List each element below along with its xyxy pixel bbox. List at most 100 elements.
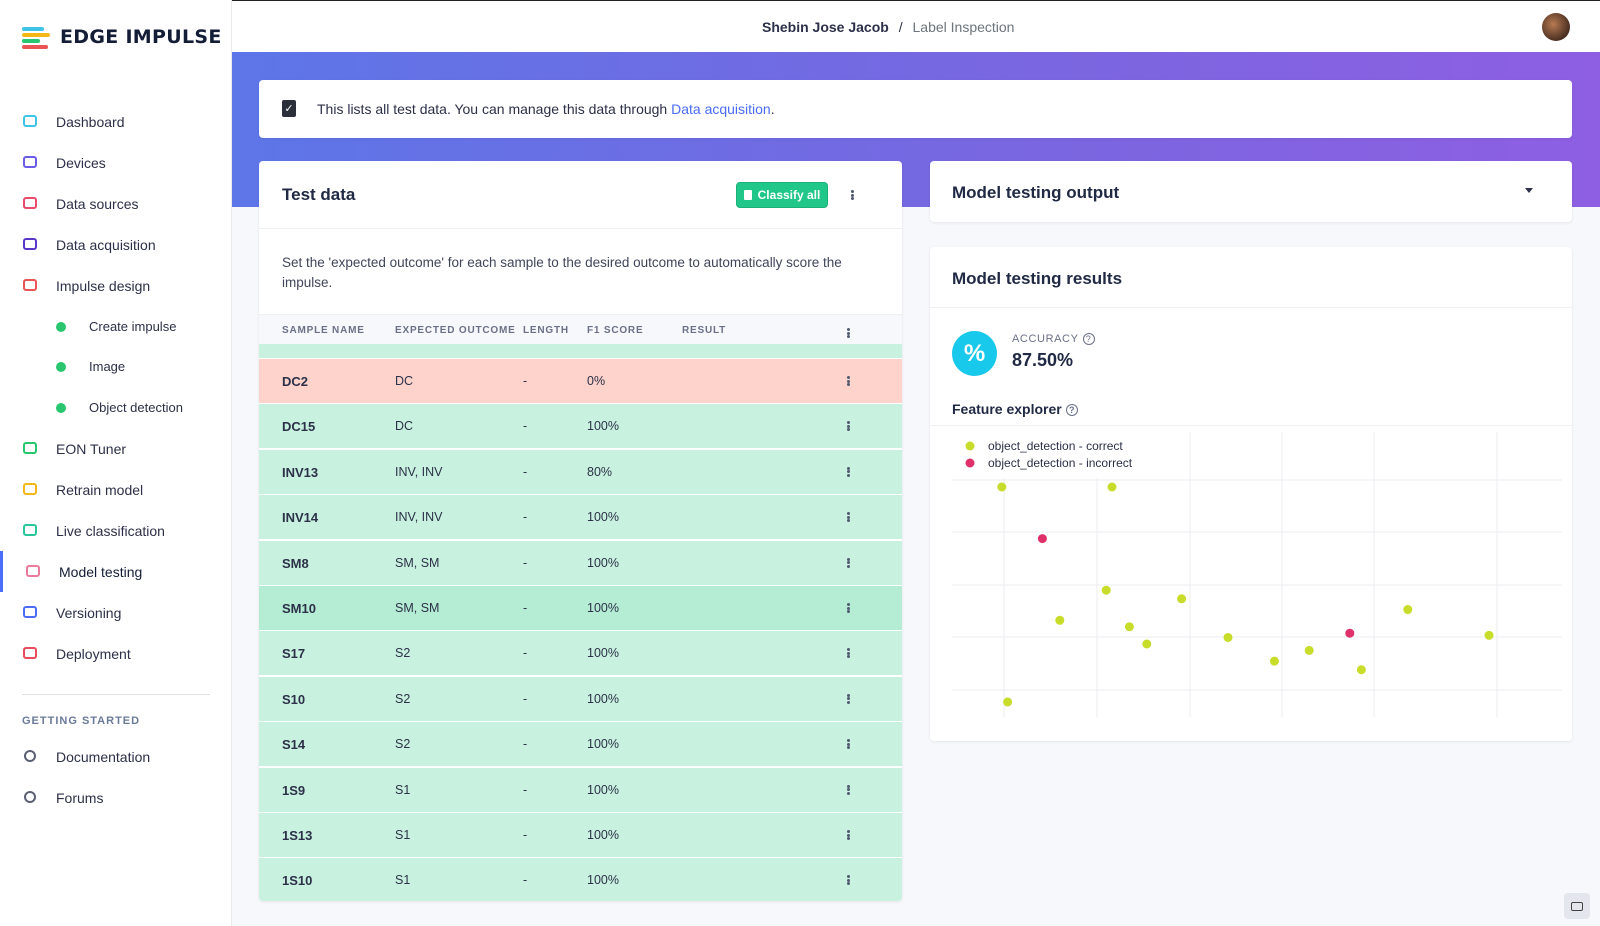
feedback-icon[interactable] xyxy=(1564,893,1590,919)
test-data-menu-icon[interactable] xyxy=(846,187,858,203)
classify-all-button[interactable]: Classify all xyxy=(736,182,828,208)
scatter-point[interactable] xyxy=(1107,482,1117,492)
sidebar-item-retrain-model[interactable]: Retrain model xyxy=(0,469,231,510)
sidebar-item-dashboard[interactable]: Dashboard xyxy=(0,101,231,142)
col-expected-outcome[interactable]: EXPECTED OUTCOME xyxy=(395,325,516,336)
row-menu-icon[interactable] xyxy=(842,827,854,843)
scatter-point[interactable] xyxy=(1124,622,1134,632)
avatar[interactable] xyxy=(1542,13,1570,41)
table-row[interactable]: SM8 SM, SM - 100% xyxy=(259,539,902,585)
top-bar: Shebin Jose Jacob / Label Inspection xyxy=(232,0,1600,52)
scatter-point[interactable] xyxy=(1037,534,1047,544)
row-menu-icon[interactable] xyxy=(842,736,854,752)
sample-name[interactable]: INV14 xyxy=(282,510,319,526)
table-row[interactable]: 1S9 S1 - 100% xyxy=(259,766,902,812)
scatter-point[interactable] xyxy=(1003,697,1013,707)
brand-name: EDGE IMPULSE xyxy=(60,26,222,48)
table-row[interactable]: 1S13 S1 - 100% xyxy=(259,812,902,857)
sidebar-item-impulse-design[interactable]: Impulse design xyxy=(0,265,231,306)
sidebar-item-object-detection[interactable]: Object detection xyxy=(0,387,231,428)
sidebar-item-data-sources[interactable]: Data sources xyxy=(0,183,231,224)
help-icon[interactable]: ? xyxy=(1082,333,1095,346)
scatter-point[interactable] xyxy=(997,482,1007,492)
sidebar-item-devices[interactable]: Devices xyxy=(0,142,231,183)
row-menu-icon[interactable] xyxy=(842,782,854,798)
chevron-down-icon[interactable] xyxy=(1525,188,1533,193)
breadcrumb-user[interactable]: Shebin Jose Jacob xyxy=(762,19,889,35)
scatter-point[interactable] xyxy=(1055,615,1065,625)
sidebar-item-documentation[interactable]: Documentation xyxy=(0,736,231,777)
sidebar-item-deployment[interactable]: Deployment xyxy=(0,633,231,674)
row-menu-icon[interactable] xyxy=(842,600,854,616)
sample-name[interactable]: SM10 xyxy=(282,601,316,616)
table-row[interactable]: S17 S2 - 100% xyxy=(259,630,902,676)
pulse-icon xyxy=(22,277,38,293)
table-row[interactable]: DC15 DC - 100% xyxy=(259,403,902,449)
sidebar-item-forums[interactable]: Forums xyxy=(0,777,231,818)
col-result[interactable]: RESULT xyxy=(682,325,727,336)
sidebar-item-label: Devices xyxy=(56,154,106,171)
scatter-point[interactable] xyxy=(1223,633,1233,642)
brand-logo[interactable]: EDGE IMPULSE xyxy=(22,26,222,49)
row-menu-icon[interactable] xyxy=(842,645,854,661)
data-acquisition-link[interactable]: Data acquisition xyxy=(671,101,771,117)
feature-explorer-chart[interactable]: object_detection - correct object_detecti… xyxy=(952,432,1562,717)
scatter-point[interactable] xyxy=(1403,605,1413,615)
table-row[interactable]: SM10 SM, SM - 100% xyxy=(259,585,902,630)
sample-name[interactable]: S10 xyxy=(282,691,306,707)
scatter-point[interactable] xyxy=(1142,639,1152,649)
sample-name[interactable]: DC2 xyxy=(282,374,309,389)
length: - xyxy=(523,510,528,525)
sidebar-item-data-acquisition[interactable]: Data acquisition xyxy=(0,224,231,265)
test-data-card: Test data Classify all Set the 'expected… xyxy=(259,161,902,901)
columns-menu-icon[interactable] xyxy=(842,325,854,341)
sample-name[interactable]: S17 xyxy=(282,646,306,662)
scatter-point[interactable] xyxy=(1356,665,1366,675)
sample-name[interactable]: 1S13 xyxy=(282,828,313,843)
sidebar-item-create-impulse[interactable]: Create impulse xyxy=(0,306,231,347)
sidebar-item-versioning[interactable]: Versioning xyxy=(0,592,231,633)
sidebar-item-live-classification[interactable]: Live classification xyxy=(0,510,231,551)
radar-icon xyxy=(22,522,38,538)
sample-name[interactable]: INV13 xyxy=(282,464,319,480)
sidebar-item-eon-tuner[interactable]: EON Tuner xyxy=(0,428,231,469)
scatter-point[interactable] xyxy=(1101,585,1111,595)
sample-name[interactable]: 1S10 xyxy=(282,873,313,889)
length: - xyxy=(523,691,528,706)
table-row[interactable]: INV13 INV, INV - 80% xyxy=(259,448,902,494)
table-row[interactable]: INV14 INV, INV - 100% xyxy=(259,494,902,540)
table-row[interactable]: S14 S2 - 100% xyxy=(259,721,902,767)
scatter-point[interactable] xyxy=(1304,645,1314,655)
sample-name[interactable]: SM8 xyxy=(282,555,309,571)
f1-score: 100% xyxy=(587,873,619,888)
col-sample-name[interactable]: SAMPLE NAME xyxy=(282,325,365,336)
col-f1-score[interactable]: F1 SCORE xyxy=(587,325,644,336)
scatter-point[interactable] xyxy=(1345,628,1355,638)
table-row[interactable]: S10 S2 - 100% xyxy=(259,675,902,721)
row-menu-icon[interactable] xyxy=(842,373,854,389)
sidebar-item-image[interactable]: Image xyxy=(0,346,231,387)
model-testing-output-card[interactable]: Model testing output xyxy=(930,161,1572,222)
row-menu-icon[interactable] xyxy=(842,418,854,434)
row-menu-icon[interactable] xyxy=(842,555,854,571)
table-row[interactable]: 1S10 S1 - 100% xyxy=(259,857,902,901)
row-menu-icon[interactable] xyxy=(842,691,854,707)
sidebar-item-model-testing[interactable]: Model testing xyxy=(0,551,231,592)
length: - xyxy=(523,646,528,661)
table-row[interactable]: DC2 DC - 0% xyxy=(259,358,902,403)
f1-score: 100% xyxy=(587,419,619,434)
dot-icon xyxy=(56,403,66,413)
scatter-point[interactable] xyxy=(1484,630,1494,640)
sample-name[interactable]: S14 xyxy=(282,737,306,753)
sample-name[interactable]: DC15 xyxy=(282,419,316,435)
row-menu-icon[interactable] xyxy=(842,509,854,525)
scatter-point[interactable] xyxy=(1177,594,1187,604)
sample-name[interactable]: 1S9 xyxy=(282,782,306,798)
row-menu-icon[interactable] xyxy=(842,872,854,888)
legend-marker xyxy=(965,441,975,451)
percent-icon: % xyxy=(952,331,997,376)
row-menu-icon[interactable] xyxy=(842,464,854,480)
scatter-point[interactable] xyxy=(1269,656,1279,666)
help-icon[interactable]: ? xyxy=(1065,404,1078,417)
col-length[interactable]: LENGTH xyxy=(523,325,569,336)
